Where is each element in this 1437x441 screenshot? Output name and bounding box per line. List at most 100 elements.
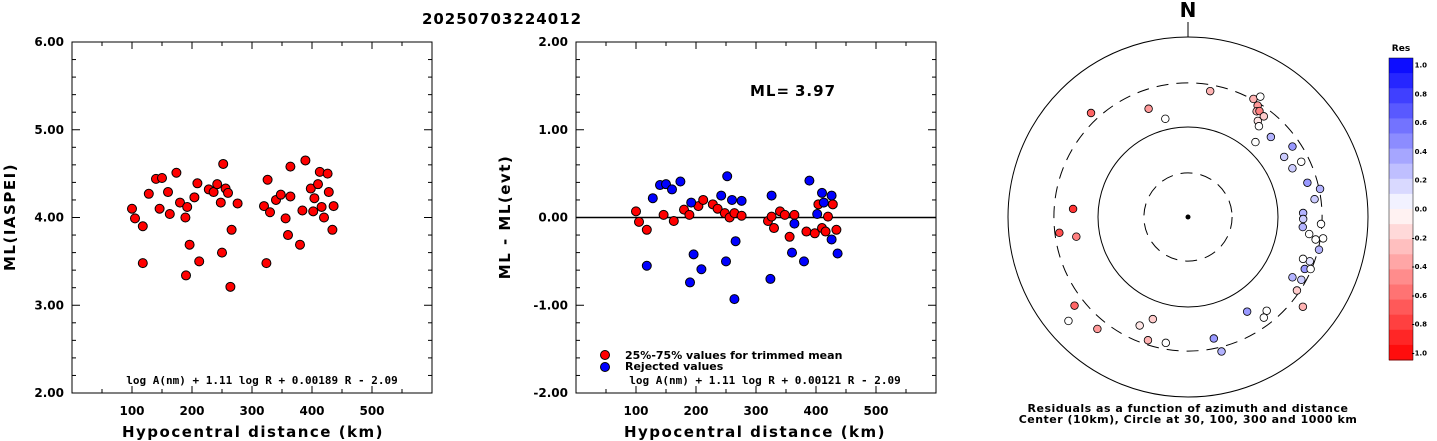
station-point	[217, 247, 227, 258]
trimmed-point	[809, 228, 820, 239]
residual-point	[1310, 195, 1319, 204]
station-point	[143, 188, 154, 199]
rejected-point	[832, 248, 843, 259]
circle-300km	[1053, 82, 1323, 352]
residual-point	[1297, 157, 1306, 166]
panel2-formula: log A(nm) + 1.11 log R + 0.00121 R - 2.0…	[629, 374, 901, 387]
panel1-ytick-label: 2.00	[34, 386, 64, 400]
colorbar-segment	[1389, 58, 1413, 74]
station-point	[127, 203, 137, 214]
panel2-xtick-label: 300	[743, 404, 768, 418]
colorbar-segment	[1389, 193, 1413, 210]
station-point	[316, 201, 327, 212]
residual-point	[1306, 264, 1315, 274]
colorbar-segment	[1389, 239, 1413, 255]
residual-point	[1143, 336, 1153, 345]
residual-point	[1288, 164, 1297, 173]
panel1-ytick-label: 3.00	[34, 298, 64, 312]
station-point	[192, 178, 203, 189]
residual-point	[1292, 286, 1302, 295]
residual-point	[1255, 106, 1264, 116]
colorbar-segment	[1389, 133, 1413, 150]
station-point	[280, 213, 291, 224]
colorbar-tick-label: 0.6	[1415, 119, 1428, 127]
rejected-point	[818, 197, 829, 208]
station-point	[212, 179, 223, 190]
residual-point	[1254, 122, 1264, 131]
panel2-xlabel: Hypocentral distance (km)	[624, 423, 886, 441]
residual-point	[1144, 104, 1153, 113]
panel2-ytick-label: -2.00	[533, 386, 568, 400]
rejected-point	[686, 197, 697, 208]
rejected-point	[727, 194, 737, 205]
rejected-point	[641, 260, 652, 271]
residual-point	[1311, 235, 1320, 244]
station-point	[225, 281, 236, 292]
station-point	[323, 187, 334, 198]
station-point	[322, 168, 333, 179]
station-point	[265, 207, 275, 218]
colorbar-segment	[1389, 254, 1413, 270]
rejected-point	[817, 187, 827, 198]
legend-swatch-rejected	[600, 362, 610, 372]
station-point	[308, 206, 319, 217]
colorbar-tick-label: 0.4	[1415, 148, 1428, 156]
residual-point	[1298, 302, 1308, 311]
station-point	[285, 161, 296, 172]
colorbar-segment	[1389, 299, 1413, 316]
trimmed-point	[736, 210, 747, 221]
colorbar-segment	[1389, 329, 1413, 346]
trimmed-point	[766, 211, 777, 222]
station-point	[295, 239, 305, 250]
rejected-point	[736, 195, 747, 206]
panel1-xtick-label: 100	[119, 404, 144, 418]
rejected-point	[716, 190, 727, 201]
legend: 25%-75% values for trimmed mean Rejected…	[600, 349, 842, 373]
trimmed-point	[820, 226, 831, 237]
panel-residual-vs-distance: ML - ML(evt) Hypocentral distance (km) M…	[496, 35, 937, 441]
colorbar-segment	[1389, 88, 1413, 104]
rejected-point	[804, 175, 815, 186]
panel1-ytick-label: 6.00	[34, 35, 64, 49]
station-point	[313, 179, 323, 190]
trimmed-point	[634, 216, 644, 227]
colorbar-segment	[1389, 224, 1413, 240]
panel2-xtick-label: 200	[683, 404, 708, 418]
residual-point	[1262, 306, 1271, 315]
station-point	[171, 167, 182, 178]
trimmed-point	[769, 223, 779, 234]
colorbar-segment	[1389, 209, 1413, 225]
trimmed-point	[668, 216, 679, 227]
panel2-ylabel: ML - ML(evt)	[496, 155, 514, 279]
residual-point	[1068, 204, 1078, 214]
circle-30km	[1143, 172, 1233, 262]
trimmed-point	[658, 209, 669, 220]
station-point	[164, 208, 175, 219]
residual-point	[1298, 254, 1308, 264]
station-point	[137, 221, 148, 232]
rejected-point	[730, 236, 741, 247]
station-point	[319, 212, 329, 223]
colorbar-segment	[1389, 178, 1413, 195]
ml-label: ML=	[750, 82, 790, 100]
residual-point	[1256, 92, 1265, 101]
panel1-ytick-label: 4.00	[34, 211, 64, 225]
trimmed-point	[823, 211, 833, 222]
colorbar-tick-label: -0.4	[1412, 263, 1427, 271]
residual-point	[1064, 316, 1073, 326]
colorbar-segment	[1389, 314, 1413, 331]
residual-point	[1242, 307, 1252, 316]
station-point	[130, 213, 140, 224]
station-point	[184, 239, 195, 250]
residual-point	[1086, 108, 1096, 118]
rejected-point	[799, 256, 809, 267]
station-point	[154, 203, 165, 214]
residual-point	[1266, 132, 1276, 142]
station-point	[232, 198, 243, 209]
station-point	[262, 174, 273, 185]
residual-point	[1259, 313, 1269, 322]
colorbar-tick-label: -0.8	[1412, 321, 1427, 329]
rejected-point	[789, 218, 800, 229]
residual-point	[1209, 334, 1219, 343]
